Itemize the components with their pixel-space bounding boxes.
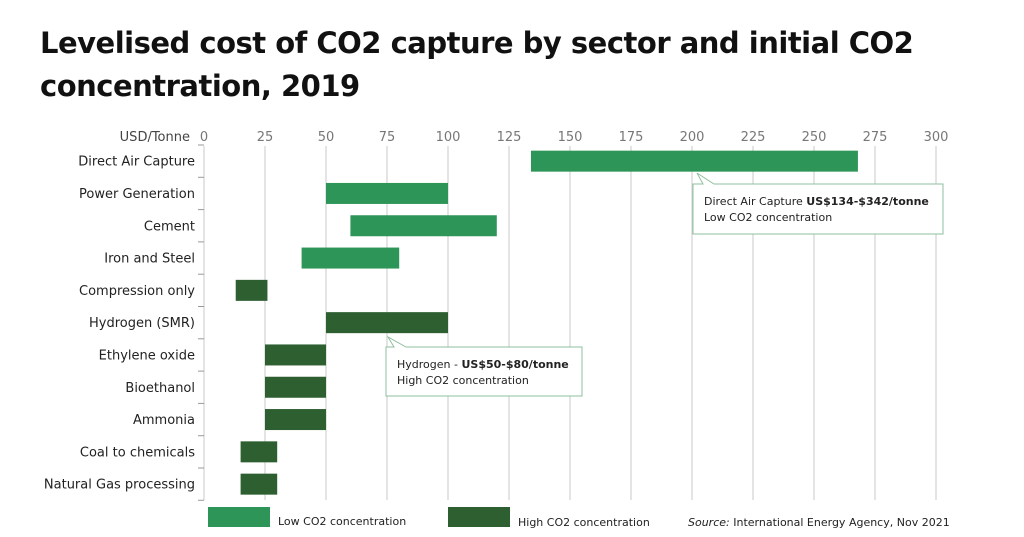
- x-tick-label: 225: [741, 130, 766, 145]
- x-tick-label: 0: [200, 130, 208, 145]
- category-label-natural-gas-processing: Natural Gas processing: [44, 478, 195, 493]
- x-tick-label: 125: [497, 130, 522, 145]
- bar-power-generation: [326, 182, 448, 204]
- bar-iron-and-steel: [301, 247, 400, 269]
- category-label-hydrogen-smr: Hydrogen (SMR): [89, 316, 195, 331]
- bar-compression-only: [235, 279, 268, 301]
- x-axis-ticks: 0 25 50 75 100 125 150 175 200 225 250 275 300 USD/To…: [120, 130, 949, 145]
- callout-hydrogen-smr: Hydrogen - US$50-$80/tonne High CO2 conce…: [385, 335, 583, 397]
- bar-coal-to-chemicals: [240, 441, 278, 463]
- x-tick-label: 175: [619, 130, 644, 145]
- category-label-direct-air-capture: Direct Air Capture: [78, 155, 195, 170]
- callout-title: Hydrogen - US$50-$80/tonne: [397, 358, 569, 371]
- source-prefix: Source:: [688, 516, 730, 529]
- category-axis: Direct Air Capture Power Generation Cement…: [44, 144, 205, 501]
- chart-title: Levelised cost of CO2 capture by sector …: [40, 26, 914, 103]
- category-label-bioethanol: Bioethanol: [125, 381, 195, 396]
- callout-label: Direct Air Capture: [704, 195, 806, 208]
- callout-box: [692, 172, 944, 235]
- bar-bioethanol: [265, 376, 326, 398]
- category-label-power-generation: Power Generation: [79, 187, 195, 202]
- callout-title: Direct Air Capture US$134-$342/tonne: [704, 195, 929, 208]
- category-label-cement: Cement: [144, 219, 195, 234]
- callout-box: [385, 335, 583, 397]
- bar-ethylene-oxide: [265, 344, 326, 366]
- x-tick-label: 275: [863, 130, 888, 145]
- callout-note: Low CO2 concentration: [704, 211, 832, 224]
- callout-note: High CO2 concentration: [397, 374, 529, 387]
- bars: [235, 150, 858, 495]
- legend-label-high: High CO2 concentration: [518, 516, 650, 529]
- grid-lines: [264, 146, 937, 500]
- legend: Low CO2 concentration High CO2 concentra…: [208, 507, 650, 529]
- legend-swatch-low: [208, 507, 270, 527]
- category-label-coal-to-chemicals: Coal to chemicals: [80, 445, 195, 460]
- x-tick-label: 50: [318, 130, 335, 145]
- callout-value: US$134-$342/tonne: [806, 195, 929, 208]
- bar-direct-air-capture: [530, 150, 858, 172]
- category-label-ethylene-oxide: Ethylene oxide: [99, 348, 195, 363]
- source-note: Source: International Energy Agency, Nov…: [688, 516, 950, 529]
- x-axis-unit-label: USD/Tonne: [120, 130, 190, 145]
- callout-value: US$50-$80/tonne: [461, 358, 568, 371]
- source-text: International Energy Agency, Nov 2021: [730, 516, 950, 529]
- category-label-ammonia: Ammonia: [133, 413, 195, 428]
- x-tick-label: 100: [436, 130, 461, 145]
- x-tick-label: 250: [802, 130, 827, 145]
- legend-swatch-high: [448, 507, 510, 527]
- legend-label-low: Low CO2 concentration: [278, 515, 406, 528]
- bar-cement: [350, 215, 497, 237]
- x-tick-label: 75: [379, 130, 396, 145]
- callout-direct-air-capture: Direct Air Capture US$134-$342/tonne Low …: [692, 172, 944, 235]
- bar-hydrogen-smr: [326, 312, 448, 334]
- x-tick-label: 25: [257, 130, 274, 145]
- annotations: Direct Air Capture US$134-$342/tonne Low …: [385, 172, 944, 397]
- bar-natural-gas-processing: [240, 473, 278, 495]
- bar-ammonia: [265, 409, 326, 431]
- x-tick-label: 200: [680, 130, 705, 145]
- callout-label: Hydrogen -: [397, 358, 461, 371]
- category-label-compression-only: Compression only: [79, 284, 195, 299]
- x-tick-label: 300: [924, 130, 949, 145]
- x-tick-label: 150: [558, 130, 583, 145]
- category-label-iron-and-steel: Iron and Steel: [104, 252, 195, 267]
